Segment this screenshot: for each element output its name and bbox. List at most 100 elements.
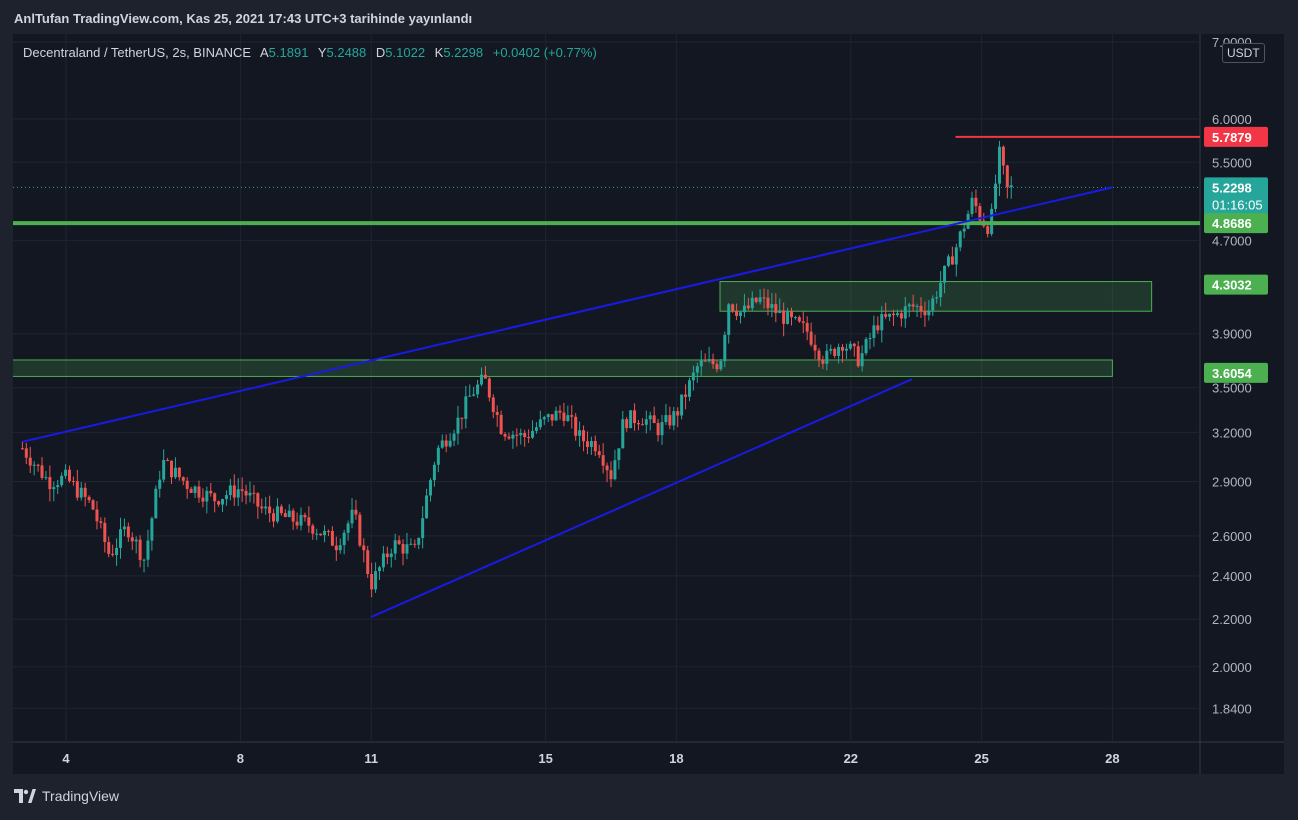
candle-body (323, 530, 327, 536)
price-label: 5.2298 (1212, 180, 1252, 195)
candle-body (923, 311, 927, 316)
candle-body (232, 485, 236, 498)
candle-body (597, 451, 601, 456)
tradingview-logo-icon (14, 789, 36, 803)
candle-body (103, 522, 107, 542)
candle-body (95, 509, 99, 522)
high-value: 5.2488 (326, 45, 367, 60)
candle-body (405, 544, 409, 554)
candle-body (687, 380, 691, 397)
y-tick-label: 4.7000 (1212, 234, 1252, 249)
candle-body (71, 480, 75, 482)
candle-body (268, 506, 272, 514)
candle-body (746, 305, 750, 309)
open-value: 5.1891 (268, 45, 309, 60)
candle-body (224, 495, 228, 500)
candle-body (527, 437, 531, 439)
candle-body (903, 306, 907, 319)
candle-body (872, 325, 876, 338)
candle-body (417, 538, 421, 545)
candle-body (64, 469, 68, 476)
candle-body (393, 540, 397, 554)
candle-body (299, 514, 303, 526)
candle-body (275, 506, 279, 522)
candle-body (338, 545, 342, 551)
candle-body (750, 297, 754, 309)
candle-body (126, 526, 130, 538)
candle-body (735, 310, 739, 316)
candle-body (538, 419, 542, 428)
candle-body (837, 346, 841, 356)
candle-body (742, 305, 746, 313)
candle-body (158, 479, 162, 489)
header: AnlTufan TradingView.com, Kas 25, 2021 1… (0, 0, 1298, 34)
candle-body (397, 540, 401, 544)
candle-body (205, 490, 209, 502)
candle-body (48, 477, 52, 490)
candle-body (585, 441, 589, 447)
price-label: 3.6054 (1212, 366, 1253, 381)
candle-body (680, 394, 684, 416)
candle-body (523, 432, 527, 438)
candle-body (483, 374, 487, 379)
candle-body (880, 314, 884, 331)
candle-body (60, 475, 64, 486)
candle-body (319, 533, 323, 536)
price-chart[interactable]: 7.00006.00005.50004.70003.90003.50003.20… (13, 34, 1284, 774)
candle-body (440, 440, 444, 448)
candle-body (476, 384, 480, 395)
candle-body (601, 455, 605, 466)
candle-body (762, 297, 766, 299)
change-value: +0.0402 (+0.77%) (492, 45, 597, 60)
candle-body (291, 510, 295, 522)
candle-body (134, 539, 138, 542)
candle-body (801, 321, 805, 323)
candle-body (636, 423, 640, 425)
candle-body (36, 464, 40, 466)
high-label: Y (317, 45, 327, 60)
y-tick-label: 2.0000 (1212, 660, 1252, 675)
price-label-box (1204, 126, 1268, 147)
candle-body (213, 493, 217, 502)
candle-body (593, 441, 597, 452)
candle-body (150, 518, 154, 541)
price-label: 4.3032 (1212, 278, 1252, 293)
candle-body (911, 304, 915, 307)
candle-body (805, 322, 809, 332)
candle-body (303, 514, 307, 518)
y-tick-label: 2.6000 (1212, 529, 1252, 544)
candle-body (892, 313, 896, 316)
currency-selector[interactable]: USDT (1222, 43, 1265, 63)
candle-body (943, 265, 947, 283)
candle-body (617, 448, 621, 461)
candle-body (24, 448, 28, 458)
candle-body (727, 304, 731, 335)
candle-body (99, 521, 103, 523)
publish-info: AnlTufan TradingView.com, Kas 25, 2021 1… (14, 11, 473, 26)
candle-body (723, 334, 727, 362)
candle-body (703, 360, 707, 362)
y-tick-label: 6.0000 (1212, 112, 1252, 127)
candle-body (884, 314, 888, 317)
candle-body (32, 464, 36, 466)
candle-body (978, 206, 982, 221)
chart-area[interactable]: 7.00006.00005.50004.70003.90003.50003.20… (13, 34, 1284, 774)
candle-body (868, 337, 872, 340)
candle-body (829, 348, 833, 351)
candle-body (385, 553, 389, 558)
candle-body (531, 430, 535, 438)
y-tick-label: 2.9000 (1212, 474, 1252, 489)
footer-brand: TradingView (42, 788, 120, 804)
candle-body (534, 427, 538, 431)
candle-body (699, 360, 703, 367)
candle-body (676, 411, 680, 416)
candle-body (130, 537, 134, 542)
y-tick-label: 2.2000 (1212, 612, 1252, 627)
candle-body (287, 510, 291, 518)
candle-body (668, 415, 672, 426)
candle-body (52, 487, 56, 490)
candle-body (644, 419, 648, 425)
candle-body (782, 310, 786, 324)
candle-body (334, 545, 338, 551)
price-label-box (1204, 177, 1268, 216)
